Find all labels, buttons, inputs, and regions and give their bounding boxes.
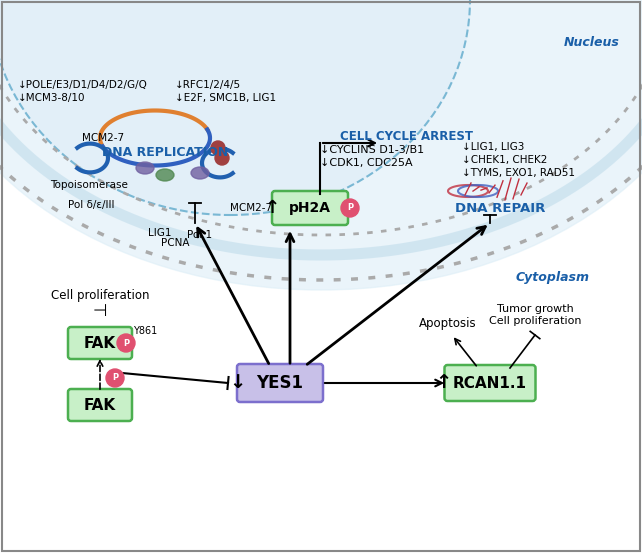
Text: FAK: FAK [84, 336, 116, 351]
Text: ↓MCM3-8/10: ↓MCM3-8/10 [18, 93, 85, 103]
Text: Tumor growth: Tumor growth [497, 304, 573, 314]
Circle shape [117, 334, 135, 352]
Text: Cytoplasm: Cytoplasm [516, 272, 590, 284]
Text: ↓: ↓ [229, 373, 245, 393]
Text: DNA REPAIR: DNA REPAIR [455, 201, 545, 215]
Text: MCM2-7: MCM2-7 [82, 133, 124, 143]
Text: pH2A: pH2A [289, 201, 331, 215]
Text: Y861: Y861 [133, 326, 157, 336]
Text: MCM2-7: MCM2-7 [230, 203, 272, 213]
Text: ↓POLE/E3/D1/D4/D2/G/Q: ↓POLE/E3/D1/D4/D2/G/Q [18, 80, 148, 90]
Text: LIG1: LIG1 [148, 228, 172, 238]
Text: PCNA: PCNA [160, 238, 189, 248]
Circle shape [215, 151, 229, 165]
Ellipse shape [136, 162, 154, 174]
Text: P: P [123, 338, 129, 347]
Text: Nucleus: Nucleus [564, 36, 620, 50]
Text: FAK: FAK [84, 398, 116, 413]
FancyBboxPatch shape [272, 191, 348, 225]
Text: ↓CYCLINS D1-3/B1: ↓CYCLINS D1-3/B1 [320, 145, 424, 155]
Text: YES1: YES1 [257, 374, 304, 392]
Ellipse shape [0, 0, 642, 290]
Text: ↑: ↑ [265, 199, 279, 217]
FancyBboxPatch shape [237, 364, 323, 402]
Text: P: P [112, 373, 118, 383]
Text: ↑: ↑ [435, 373, 451, 393]
Ellipse shape [156, 169, 174, 181]
FancyBboxPatch shape [68, 327, 132, 359]
Circle shape [211, 141, 225, 155]
Text: ↓TYMS, EXO1, RAD51: ↓TYMS, EXO1, RAD51 [462, 168, 575, 178]
Ellipse shape [191, 167, 209, 179]
Text: RCAN1.1: RCAN1.1 [453, 375, 527, 390]
Text: ↓E2F, SMC1B, LIG1: ↓E2F, SMC1B, LIG1 [175, 93, 276, 103]
Circle shape [106, 369, 124, 387]
Text: Apoptosis: Apoptosis [419, 316, 477, 330]
Text: P: P [347, 204, 353, 212]
FancyBboxPatch shape [444, 365, 535, 401]
Text: DNA REPLICATION: DNA REPLICATION [102, 147, 228, 159]
Text: Cell proliferation: Cell proliferation [51, 289, 149, 301]
Text: ↓CHEK1, CHEK2: ↓CHEK1, CHEK2 [462, 155, 548, 165]
Text: ↓LIG1, LIG3: ↓LIG1, LIG3 [462, 142, 525, 152]
Text: ⊣: ⊣ [92, 302, 107, 320]
Text: Topoisomerase: Topoisomerase [50, 180, 128, 190]
Text: Pol 1: Pol 1 [187, 230, 213, 240]
FancyBboxPatch shape [68, 389, 132, 421]
Circle shape [341, 199, 359, 217]
Text: ↓RFC1/2/4/5: ↓RFC1/2/4/5 [175, 80, 241, 90]
Text: CELL CYCLE ARREST: CELL CYCLE ARREST [340, 131, 473, 143]
Text: Pol δ/ε/III: Pol δ/ε/III [68, 200, 114, 210]
Text: ↓CDK1, CDC25A: ↓CDK1, CDC25A [320, 158, 413, 168]
Text: Cell proliferation: Cell proliferation [489, 316, 581, 326]
Ellipse shape [0, 0, 470, 215]
